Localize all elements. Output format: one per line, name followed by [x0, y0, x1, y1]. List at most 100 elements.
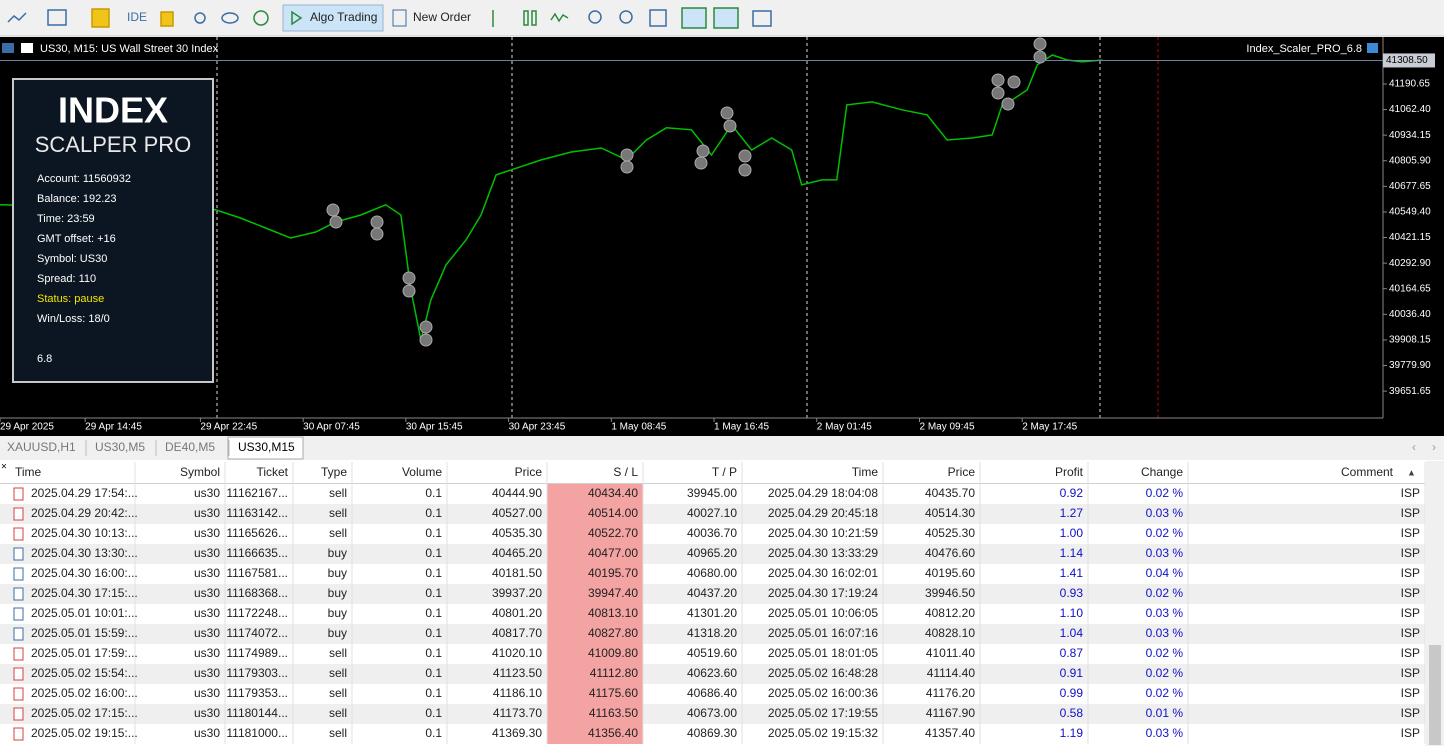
price-line	[0, 54, 1103, 341]
cell: 40623.60	[687, 666, 737, 680]
trade-marker	[723, 119, 737, 133]
tab-scroll-left[interactable]: ‹	[1412, 440, 1416, 454]
y-tick-label: 41190.65	[1389, 79, 1430, 90]
scrollbar-thumb[interactable]	[1429, 645, 1441, 745]
tab-label[interactable]: US30,M5	[95, 440, 145, 454]
cell: sell	[329, 706, 347, 720]
cell: 0.03 %	[1146, 626, 1184, 640]
cell: 40465.20	[492, 546, 542, 560]
column-header[interactable]: S / L	[613, 465, 638, 479]
cell: buy	[328, 586, 347, 600]
cell: 11179353...	[226, 686, 288, 700]
icon-zoom-in[interactable]	[588, 10, 602, 24]
info-panel	[12, 78, 214, 383]
close-button[interactable]: ×	[1, 462, 7, 473]
cell: 0.02 %	[1146, 686, 1184, 700]
icon-candles-2[interactable]	[531, 10, 537, 26]
row-icon	[13, 667, 24, 681]
cell: 0.02 %	[1146, 666, 1184, 680]
trade-marker	[620, 160, 634, 174]
cell: 2025.04.30 10:13:...	[31, 526, 138, 540]
column-header[interactable]: Price	[948, 465, 976, 479]
cell: 11174989...	[226, 646, 288, 660]
cell: 41357.40	[925, 726, 975, 740]
tab-label[interactable]: XAUUSD,H1	[7, 440, 76, 454]
sl-cell-background	[547, 564, 643, 584]
column-header[interactable]: Symbol	[180, 465, 220, 479]
column-header[interactable]: Time	[852, 465, 879, 479]
cell: ISP	[1401, 726, 1420, 740]
cell: 0.1	[425, 506, 442, 520]
x-tick-label: 29 Apr 22:45	[200, 422, 257, 433]
chart-background	[0, 37, 1444, 436]
cell: 40527.00	[492, 506, 542, 520]
trade-marker	[329, 215, 343, 229]
column-header[interactable]: Price	[515, 465, 543, 479]
icon-signals[interactable]	[194, 12, 206, 24]
icon-chart[interactable]	[7, 12, 27, 23]
cell: 0.1	[425, 646, 442, 660]
column-header[interactable]: Time	[15, 465, 42, 479]
column-header[interactable]: Ticket	[256, 465, 288, 479]
cell: 41167.90	[926, 706, 975, 720]
trade-marker	[738, 149, 752, 163]
cell: 40519.60	[687, 646, 737, 660]
row-background	[0, 584, 1425, 604]
ide-button[interactable]: IDE	[127, 10, 147, 24]
icon-screenshot[interactable]	[752, 10, 772, 27]
icon-market[interactable]	[91, 8, 110, 28]
cell: 2025.05.01 18:01:05	[768, 646, 878, 660]
tab-scroll-right[interactable]: ›	[1432, 440, 1436, 454]
icon-candles[interactable]	[523, 10, 529, 26]
row-background	[0, 484, 1425, 504]
icon-shift[interactable]	[713, 7, 739, 29]
column-header[interactable]: Profit	[1055, 465, 1084, 479]
cell: 2025.05.02 16:00:36	[768, 686, 878, 700]
active-tab[interactable]	[227, 436, 304, 460]
icon-zoom-out[interactable]	[619, 10, 633, 24]
cell: 2025.04.29 20:42:...	[31, 506, 138, 520]
sl-cell-background	[547, 624, 643, 644]
cell: 40522.70	[588, 526, 638, 540]
cell: 0.01 %	[1146, 706, 1184, 720]
cell: sell	[329, 686, 347, 700]
cell: 40535.30	[492, 526, 542, 540]
trade-marker	[991, 73, 1005, 87]
trade-marker	[419, 320, 433, 334]
cell: 11167581...	[226, 566, 288, 580]
cell: 40444.90	[492, 486, 542, 500]
tab-label[interactable]: DE40,M5	[165, 440, 215, 454]
cell: 40181.50	[492, 566, 542, 580]
cell: ISP	[1401, 686, 1420, 700]
sl-cell-background	[547, 544, 643, 564]
algo-trading-label[interactable]: Algo Trading	[310, 10, 377, 24]
row-icon	[13, 547, 24, 561]
cell: 0.02 %	[1146, 486, 1184, 500]
column-header[interactable]: Comment	[1341, 465, 1394, 479]
icon-autoscroll[interactable]	[681, 7, 707, 29]
cell: 2025.04.30 16:00:...	[31, 566, 138, 580]
column-header[interactable]: Change	[1141, 465, 1183, 479]
chart-menu-icon[interactable]	[2, 43, 14, 53]
cell: 41173.70	[493, 706, 542, 720]
new-order-label[interactable]: New Order	[413, 10, 471, 24]
column-header[interactable]: Type	[321, 465, 347, 479]
icon-indicators[interactable]	[47, 9, 67, 26]
cell: 0.1	[425, 606, 442, 620]
sl-cell-background	[547, 604, 643, 624]
cell: 41318.20	[687, 626, 737, 640]
column-header[interactable]: T / P	[712, 465, 737, 479]
panel-line: Balance: 192.23	[37, 193, 117, 205]
tab-label[interactable]: US30,M15	[238, 440, 295, 454]
cell: 41011.40	[926, 646, 975, 660]
cell: 0.92	[1060, 486, 1084, 500]
icon-cloud[interactable]	[221, 12, 239, 24]
cell: us30	[194, 606, 220, 620]
icon-line[interactable]	[550, 12, 569, 23]
icon-tile[interactable]	[649, 9, 667, 27]
tabs: XAUUSD,H1 US30,M5 DE40,M5 US30,M15	[7, 440, 295, 456]
icon-vps[interactable]	[253, 10, 269, 26]
icon-lock[interactable]	[160, 11, 174, 27]
cell: 2025.04.30 13:33:29	[768, 546, 878, 560]
column-header[interactable]: Volume	[402, 465, 442, 479]
